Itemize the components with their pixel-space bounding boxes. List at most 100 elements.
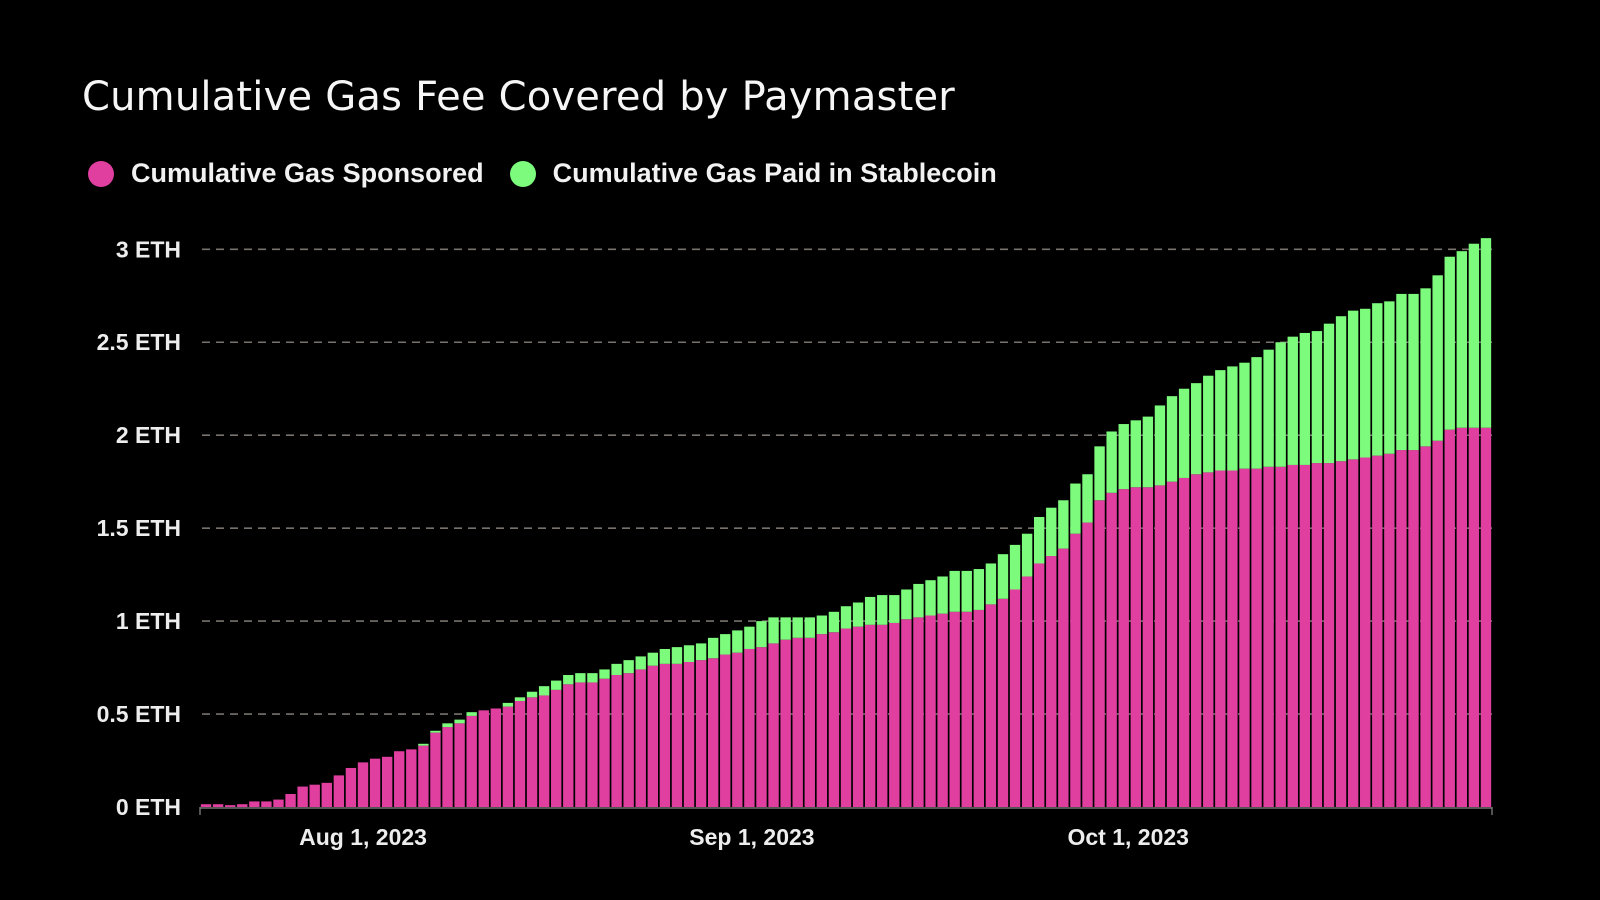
bar-sponsored-2	[224, 805, 236, 807]
bar-sponsored-53	[840, 628, 852, 807]
bar-sponsored-43	[720, 654, 731, 807]
bar-stablecoin-35	[623, 660, 634, 674]
bar-stablecoin-40	[683, 645, 695, 662]
bar-sponsored-13	[357, 762, 369, 807]
bar-sponsored-28	[538, 695, 550, 807]
bar-stablecoin-65	[985, 563, 997, 605]
bar-sponsored-30	[563, 684, 574, 807]
legend-item-stablecoin[interactable]: Cumulative Gas Paid in Stablecoin	[509, 158, 997, 189]
bar-stablecoin-71	[1058, 500, 1069, 549]
bar-stablecoin-22	[466, 712, 477, 716]
bar-stablecoin-90	[1287, 336, 1298, 465]
chart-title: Cumulative Gas Fee Covered by Paymaster	[82, 74, 955, 120]
bar-sponsored-75	[1106, 492, 1117, 807]
x-tick-label-0: Aug 1, 2023	[299, 824, 427, 850]
bar-sponsored-46	[756, 647, 767, 807]
y-tick-label-0: 0 ETH	[116, 794, 181, 820]
bar-stablecoin-102	[1432, 275, 1443, 441]
bar-sponsored-73	[1082, 522, 1093, 807]
bar-sponsored-74	[1094, 500, 1105, 807]
y-tick-label-3: 1.5 ETH	[97, 515, 181, 541]
bar-sponsored-20	[442, 727, 453, 807]
bar-stablecoin-25	[502, 702, 514, 707]
bar-stablecoin-66	[997, 554, 1009, 599]
bar-sponsored-23	[478, 710, 489, 807]
bar-sponsored-62	[949, 611, 960, 807]
bar-sponsored-93	[1323, 463, 1335, 807]
y-tick-label-4: 2 ETH	[116, 422, 181, 448]
legend-swatch-sponsored	[88, 160, 114, 187]
y-tick-label-2: 1 ETH	[116, 608, 181, 634]
bar-sponsored-10	[321, 782, 332, 807]
bar-stablecoin-76	[1118, 424, 1129, 490]
bar-stablecoin-64	[973, 569, 985, 610]
chart-legend: Cumulative Gas Sponsored Cumulative Gas …	[88, 158, 1023, 189]
bar-sponsored-42	[707, 658, 719, 807]
bar-sponsored-81	[1178, 477, 1190, 807]
legend-swatch-stablecoin	[509, 160, 536, 187]
bar-sponsored-60	[925, 615, 936, 807]
bar-stablecoin-67	[1009, 544, 1021, 590]
bar-sponsored-33	[599, 678, 610, 807]
bar-stablecoin-52	[828, 611, 840, 633]
bar-stablecoin-80	[1166, 396, 1178, 482]
bar-sponsored-104	[1456, 427, 1468, 807]
bar-stablecoin-56	[877, 595, 888, 625]
bar-sponsored-12	[345, 767, 357, 807]
bar-stablecoin-103	[1444, 256, 1455, 430]
bar-sponsored-103	[1444, 429, 1455, 807]
bar-sponsored-78	[1142, 487, 1154, 807]
x-tick-label-1: Sep 1, 2023	[689, 824, 814, 850]
bar-stablecoin-27	[526, 691, 538, 698]
bar-sponsored-86	[1239, 468, 1250, 807]
bar-stablecoin-82	[1190, 383, 1202, 475]
bar-sponsored-7	[285, 793, 296, 807]
bar-stablecoin-62	[949, 570, 960, 612]
bar-sponsored-26	[514, 701, 526, 807]
bar-stablecoin-92	[1311, 331, 1323, 464]
bar-sponsored-40	[683, 661, 695, 807]
bar-stablecoin-53	[840, 606, 852, 629]
bar-stablecoin-105	[1468, 243, 1480, 428]
bar-sponsored-61	[937, 613, 948, 807]
bar-sponsored-63	[961, 611, 972, 807]
bar-sponsored-41	[695, 660, 707, 807]
bar-stablecoin-86	[1239, 362, 1250, 469]
legend-label-sponsored: Cumulative Gas Sponsored	[131, 158, 484, 188]
bar-stablecoin-88	[1263, 349, 1274, 467]
bar-stablecoin-63	[961, 570, 972, 612]
bar-sponsored-99	[1396, 450, 1407, 807]
bar-stablecoin-93	[1323, 323, 1335, 464]
bar-sponsored-0	[200, 804, 212, 807]
bar-stablecoin-96	[1360, 308, 1371, 458]
bar-stablecoin-31	[575, 673, 586, 683]
bar-sponsored-69	[1034, 563, 1045, 807]
bar-stablecoin-44	[732, 630, 743, 653]
bar-stablecoin-57	[889, 595, 900, 623]
bar-stablecoin-85	[1227, 366, 1238, 471]
legend-label-stablecoin: Cumulative Gas Paid in Stablecoin	[552, 158, 997, 188]
bar-sponsored-24	[490, 708, 502, 807]
bar-sponsored-38	[659, 663, 671, 807]
bar-stablecoin-34	[611, 663, 622, 676]
bar-sponsored-88	[1263, 466, 1274, 807]
bar-sponsored-84	[1215, 470, 1226, 807]
bar-sponsored-54	[852, 626, 864, 807]
bar-sponsored-37	[647, 665, 658, 807]
bar-sponsored-96	[1360, 457, 1371, 807]
bar-sponsored-79	[1154, 485, 1166, 807]
bar-sponsored-70	[1046, 556, 1057, 807]
bar-stablecoin-104	[1456, 251, 1468, 428]
bar-stablecoin-58	[901, 589, 912, 620]
legend-item-sponsored[interactable]: Cumulative Gas Sponsored	[88, 158, 484, 189]
bar-sponsored-39	[671, 663, 683, 807]
bar-sponsored-34	[611, 675, 622, 807]
bar-sponsored-92	[1311, 463, 1323, 807]
bar-sponsored-94	[1335, 461, 1347, 807]
bar-sponsored-6	[273, 799, 284, 807]
bar-sponsored-102	[1432, 440, 1443, 807]
bar-stablecoin-98	[1384, 301, 1395, 454]
bar-stablecoin-79	[1154, 405, 1166, 486]
bar-sponsored-59	[913, 617, 924, 807]
bar-stablecoin-61	[937, 576, 948, 614]
